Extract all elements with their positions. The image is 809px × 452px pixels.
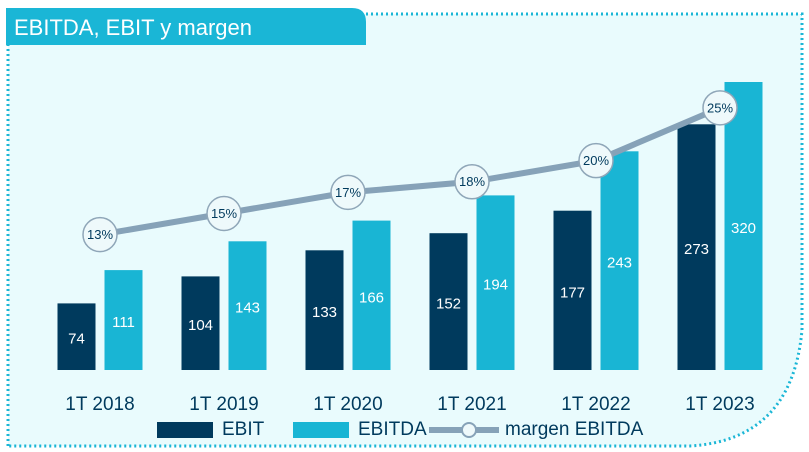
legend-swatch xyxy=(293,422,349,438)
x-tick-label: 1T 2019 xyxy=(189,394,258,415)
data-label: 104 xyxy=(188,317,213,334)
x-tick-label: 1T 2023 xyxy=(685,394,754,415)
data-label: 177 xyxy=(560,284,585,301)
bar xyxy=(600,151,639,370)
line xyxy=(99,105,722,238)
bar xyxy=(553,210,592,370)
legend-label: margen EBITDA xyxy=(505,419,644,440)
bar xyxy=(104,270,143,370)
data-label: 111 xyxy=(112,314,135,331)
x-tick-label: 1T 2018 xyxy=(65,394,134,415)
data-label: 320 xyxy=(731,220,756,237)
chart-title: EBITDA, EBIT y margen xyxy=(14,15,252,40)
data-label: 18% xyxy=(459,174,485,189)
x-tick-label: 1T 2022 xyxy=(561,394,630,415)
line-marker xyxy=(578,142,614,179)
bar xyxy=(677,124,716,370)
line-marker xyxy=(206,195,242,232)
bar xyxy=(724,82,763,370)
data-label: 74 xyxy=(68,331,85,348)
x-tick-label: 1T 2021 xyxy=(437,394,506,415)
data-label: 152 xyxy=(436,296,461,313)
bar xyxy=(57,303,96,370)
data-label: 194 xyxy=(483,277,508,294)
data-label: 273 xyxy=(684,241,709,258)
line-marker xyxy=(82,216,118,253)
legend-label: EBITDA xyxy=(358,419,427,440)
line-marker xyxy=(702,90,738,126)
x-tick-label: 1T 2020 xyxy=(313,394,382,415)
bar xyxy=(429,233,468,370)
line-marker xyxy=(330,174,366,211)
data-label: 13% xyxy=(87,227,113,242)
data-label: 20% xyxy=(583,153,609,168)
title-tab xyxy=(6,8,366,45)
data-label: 17% xyxy=(335,185,361,200)
bar xyxy=(305,250,344,370)
legend-label: EBIT xyxy=(222,419,265,440)
bar xyxy=(228,241,267,370)
line-marker xyxy=(454,164,490,200)
data-label: 15% xyxy=(211,206,237,221)
data-label: 143 xyxy=(235,300,260,317)
bar xyxy=(476,195,515,370)
legend-swatch xyxy=(157,422,213,438)
data-label: 133 xyxy=(312,304,337,321)
bar xyxy=(181,276,220,370)
legend-marker xyxy=(461,422,477,438)
data-label: 166 xyxy=(359,289,384,306)
bar xyxy=(352,220,391,370)
data-label: 25% xyxy=(707,100,733,115)
data-label: 243 xyxy=(607,255,632,272)
